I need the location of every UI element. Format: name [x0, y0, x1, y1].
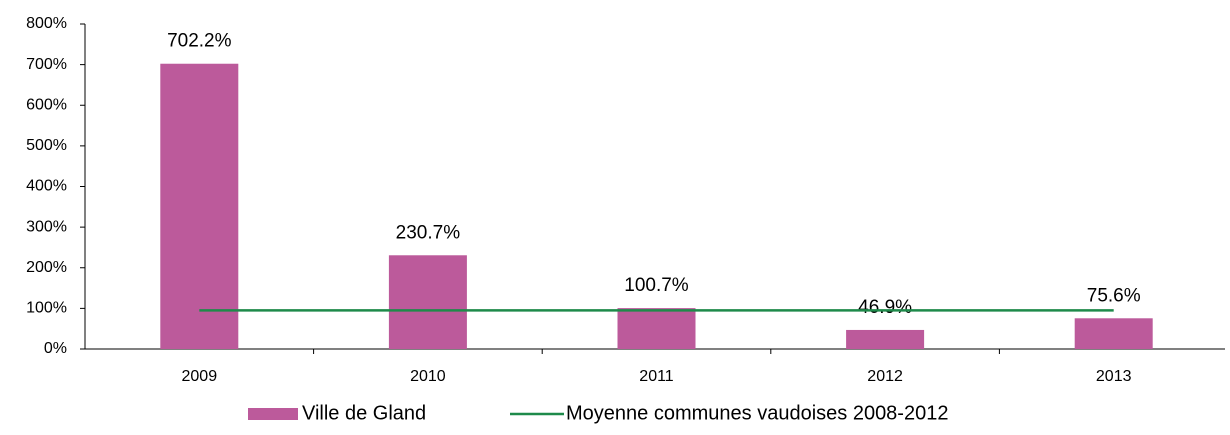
x-tick-label: 2011 — [639, 368, 674, 385]
value-label: 46.9% — [858, 297, 912, 318]
y-tick-label: 800% — [26, 15, 67, 32]
x-tick-label: 2013 — [1096, 368, 1132, 385]
value-label: 230.7% — [396, 222, 461, 243]
bar — [388, 255, 467, 349]
bar — [846, 329, 925, 349]
value-label: 702.2% — [167, 31, 232, 52]
y-tick-label: 200% — [26, 259, 67, 276]
x-tick-label: 2010 — [410, 368, 446, 385]
y-tick-label: 400% — [26, 178, 67, 195]
x-tick-label: 2009 — [182, 368, 218, 385]
y-tick-label: 500% — [26, 137, 67, 154]
y-tick-label: 600% — [26, 96, 67, 113]
value-label: 75.6% — [1087, 285, 1141, 306]
bar — [160, 63, 239, 349]
bar — [617, 308, 696, 349]
y-tick-label: 700% — [26, 56, 67, 73]
legend-swatch — [248, 408, 298, 420]
y-tick-label: 100% — [26, 300, 67, 317]
y-tick-label: 300% — [26, 218, 67, 235]
legend-label: Moyenne communes vaudoises 2008-2012 — [566, 402, 948, 424]
value-label: 100.7% — [624, 275, 689, 296]
bar — [1074, 318, 1153, 349]
legend-label: Ville de Gland — [302, 402, 426, 424]
x-tick-label: 2012 — [867, 368, 903, 385]
y-tick-label: 0% — [44, 340, 67, 357]
